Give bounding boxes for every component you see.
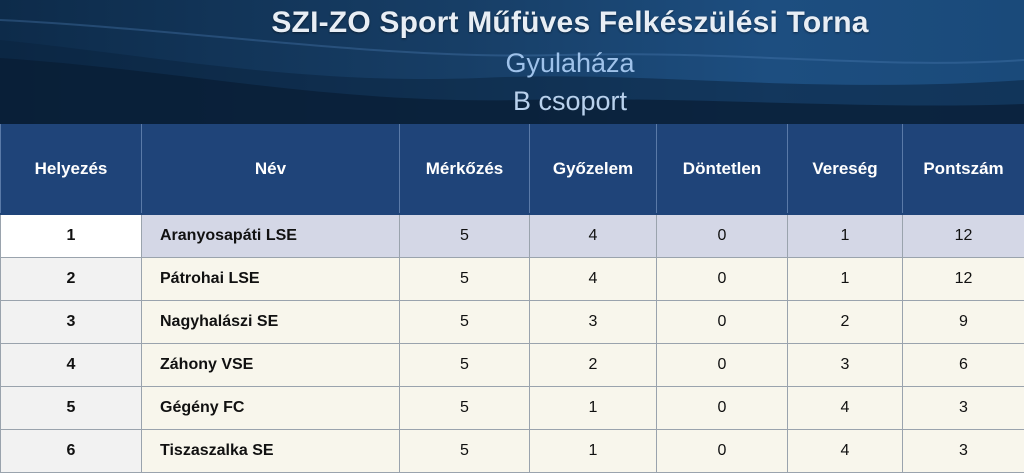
table-row: 5 Gégény FC 5 1 0 4 3 bbox=[0, 386, 1024, 430]
points-cell: 6 bbox=[902, 343, 1024, 387]
played-cell: 5 bbox=[399, 300, 530, 344]
rank-cell: 5 bbox=[0, 386, 142, 430]
lost-cell: 4 bbox=[787, 386, 903, 430]
table-row: 4 Záhony VSE 5 2 0 3 6 bbox=[0, 343, 1024, 387]
team-name-cell: Záhony VSE bbox=[141, 343, 400, 387]
rank-cell: 1 bbox=[0, 213, 142, 258]
played-cell: 5 bbox=[399, 343, 530, 387]
points-cell: 3 bbox=[902, 429, 1024, 473]
rank-cell: 3 bbox=[0, 300, 142, 344]
won-cell: 3 bbox=[529, 300, 657, 344]
drawn-cell: 0 bbox=[656, 429, 788, 473]
team-name-cell: Nagyhalászi SE bbox=[141, 300, 400, 344]
drawn-cell: 0 bbox=[656, 300, 788, 344]
table-row: 3 Nagyhalászi SE 5 3 0 2 9 bbox=[0, 300, 1024, 344]
drawn-cell: 0 bbox=[656, 343, 788, 387]
table-row: 6 Tiszaszalka SE 5 1 0 4 3 bbox=[0, 429, 1024, 473]
lost-cell: 3 bbox=[787, 343, 903, 387]
won-cell: 4 bbox=[529, 213, 657, 258]
column-header-won: Győzelem bbox=[529, 124, 657, 214]
table-header-row: Helyezés Név Mérkőzés Győzelem Döntetlen… bbox=[0, 124, 1024, 214]
played-cell: 5 bbox=[399, 429, 530, 473]
points-cell: 12 bbox=[902, 257, 1024, 301]
lost-cell: 1 bbox=[787, 257, 903, 301]
played-cell: 5 bbox=[399, 386, 530, 430]
rank-cell: 4 bbox=[0, 343, 142, 387]
table-row: 1 Aranyosapáti LSE 5 4 0 1 12 bbox=[0, 213, 1024, 258]
column-header-points: Pontszám bbox=[902, 124, 1024, 214]
won-cell: 1 bbox=[529, 429, 657, 473]
points-cell: 3 bbox=[902, 386, 1024, 430]
team-name-cell: Pátrohai LSE bbox=[141, 257, 400, 301]
drawn-cell: 0 bbox=[656, 213, 788, 258]
standings-table: Helyezés Név Mérkőzés Győzelem Döntetlen… bbox=[0, 124, 1024, 473]
team-name-cell: Tiszaszalka SE bbox=[141, 429, 400, 473]
drawn-cell: 0 bbox=[656, 257, 788, 301]
column-header-drawn: Döntetlen bbox=[656, 124, 788, 214]
venue-subtitle: Gyulaháza bbox=[505, 48, 635, 78]
played-cell: 5 bbox=[399, 257, 530, 301]
header-banner: SZI-ZO Sport Műfüves Felkészülési Torna … bbox=[0, 0, 1024, 124]
lost-cell: 4 bbox=[787, 429, 903, 473]
lost-cell: 1 bbox=[787, 213, 903, 258]
won-cell: 4 bbox=[529, 257, 657, 301]
table-row: 2 Pátrohai LSE 5 4 0 1 12 bbox=[0, 257, 1024, 301]
rank-cell: 2 bbox=[0, 257, 142, 301]
column-header-name: Név bbox=[141, 124, 400, 214]
group-subtitle: B csoport bbox=[512, 86, 628, 116]
won-cell: 1 bbox=[529, 386, 657, 430]
lost-cell: 2 bbox=[787, 300, 903, 344]
column-header-lost: Vereség bbox=[787, 124, 903, 214]
column-header-rank: Helyezés bbox=[0, 124, 142, 214]
points-cell: 12 bbox=[902, 213, 1024, 258]
column-header-played: Mérkőzés bbox=[399, 124, 530, 214]
team-name-cell: Aranyosapáti LSE bbox=[141, 213, 400, 258]
tournament-title: SZI-ZO Sport Műfüves Felkészülési Torna bbox=[271, 6, 869, 39]
drawn-cell: 0 bbox=[656, 386, 788, 430]
team-name-cell: Gégény FC bbox=[141, 386, 400, 430]
won-cell: 2 bbox=[529, 343, 657, 387]
points-cell: 9 bbox=[902, 300, 1024, 344]
played-cell: 5 bbox=[399, 213, 530, 258]
banner-wave-graphic bbox=[0, 19, 1024, 124]
rank-cell: 6 bbox=[0, 429, 142, 473]
